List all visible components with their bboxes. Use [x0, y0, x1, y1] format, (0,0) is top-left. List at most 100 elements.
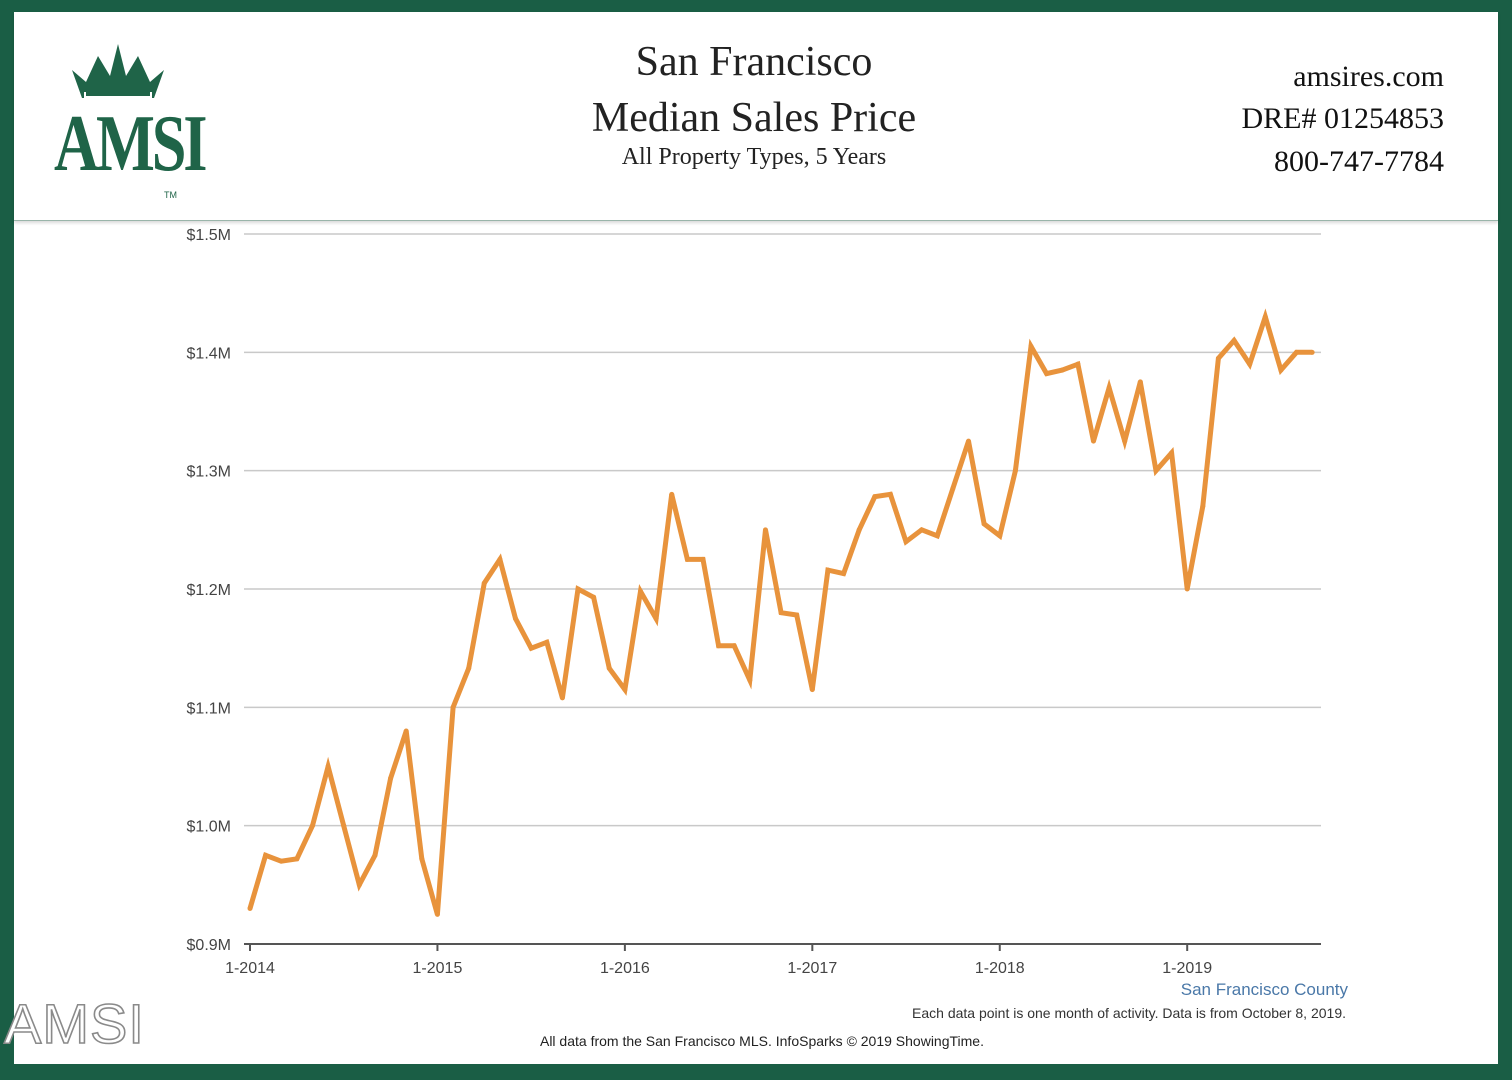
data-point[interactable] — [1215, 355, 1221, 361]
data-point[interactable] — [1153, 468, 1159, 474]
data-point[interactable] — [356, 882, 362, 888]
data-point[interactable] — [1059, 367, 1065, 373]
y-axis-ticks: $0.9M $1.0M $1.1M $1.2M $1.3M $1.4M $1.5M — [187, 227, 231, 954]
chart-card: AMSI TM San Francisco Median Sales Price… — [14, 12, 1498, 1064]
data-point[interactable] — [544, 639, 550, 645]
data-point[interactable] — [966, 438, 972, 444]
y-tick-label: $1.2M — [187, 582, 231, 599]
data-point[interactable] — [841, 571, 847, 577]
page-title-line1: San Francisco — [635, 39, 873, 85]
data-point[interactable] — [528, 645, 534, 651]
data-point[interactable] — [1028, 343, 1034, 349]
data-point[interactable] — [481, 580, 487, 586]
data-point[interactable] — [887, 491, 893, 497]
data-point[interactable] — [950, 485, 956, 491]
series-layer — [247, 308, 1315, 917]
data-point[interactable] — [247, 906, 253, 911]
data-point[interactable] — [684, 556, 690, 562]
data-point[interactable] — [1169, 450, 1175, 456]
data-point[interactable] — [466, 665, 472, 671]
data-point[interactable] — [591, 594, 597, 600]
x-tick-label: 1-2014 — [225, 960, 275, 977]
y-tick-label: $1.0M — [187, 819, 231, 836]
data-point[interactable] — [778, 610, 784, 616]
data-point[interactable] — [731, 643, 737, 649]
page-title-line2: Median Sales Price — [591, 95, 917, 141]
data-point[interactable] — [497, 556, 503, 562]
website-text: amsires.com — [1293, 60, 1444, 93]
data-point[interactable] — [263, 852, 269, 858]
y-tick-label: $1.5M — [187, 227, 231, 244]
crown-icon — [72, 44, 164, 98]
data-point[interactable] — [872, 494, 878, 500]
data-point[interactable] — [809, 687, 815, 693]
data-point[interactable] — [825, 567, 831, 573]
data-point[interactable] — [419, 856, 425, 862]
y-tick-label: $1.1M — [187, 700, 231, 717]
data-point[interactable] — [1184, 586, 1190, 592]
data-point[interactable] — [575, 586, 581, 592]
data-point[interactable] — [716, 643, 722, 649]
data-point[interactable] — [1044, 371, 1050, 377]
data-point[interactable] — [700, 556, 706, 562]
x-tick-label: 1-2019 — [1162, 960, 1212, 977]
footnote: Each data point is one month of activity… — [912, 1005, 1346, 1021]
legend-entry[interactable]: San Francisco County — [1181, 980, 1349, 999]
header-banner: AMSI TM San Francisco Median Sales Price… — [14, 12, 1498, 221]
data-point[interactable] — [325, 764, 331, 769]
data-point[interactable] — [513, 616, 519, 622]
data-point[interactable] — [1278, 367, 1284, 373]
data-point[interactable] — [1231, 338, 1237, 343]
data-point[interactable] — [794, 612, 800, 618]
data-point[interactable] — [294, 856, 300, 862]
data-point[interactable] — [1106, 385, 1112, 391]
data-point[interactable] — [1012, 468, 1018, 474]
dre-number: DRE# 01254853 — [1241, 102, 1445, 135]
data-point[interactable] — [388, 775, 394, 781]
data-point[interactable] — [559, 695, 565, 701]
x-tick-label: 1-2015 — [413, 960, 463, 977]
data-point[interactable] — [747, 677, 753, 683]
data-point[interactable] — [1247, 361, 1253, 367]
data-point[interactable] — [450, 704, 456, 710]
watermark: AMSI — [3, 992, 145, 1055]
data-point[interactable] — [856, 527, 862, 533]
data-point[interactable] — [341, 823, 347, 829]
data-point[interactable] — [997, 533, 1003, 539]
data-point[interactable] — [903, 539, 909, 545]
data-point[interactable] — [1122, 438, 1128, 444]
data-point[interactable] — [981, 521, 987, 527]
gridlines — [244, 233, 1321, 827]
series-line — [247, 308, 1313, 916]
data-point[interactable] — [1309, 349, 1315, 355]
data-point[interactable] — [278, 858, 284, 864]
source-note: All data from the San Francisco MLS. Inf… — [540, 1033, 984, 1049]
data-point[interactable] — [669, 491, 675, 497]
data-point[interactable] — [653, 616, 659, 622]
data-point[interactable] — [762, 527, 768, 533]
x-axis-ticks: 1-2014 1-2015 1-2016 1-2017 1-2018 1-2019 — [225, 944, 1212, 977]
y-tick-label: $1.3M — [187, 464, 231, 481]
data-point[interactable] — [1090, 438, 1096, 444]
data-point[interactable] — [403, 728, 409, 734]
page-subtitle: All Property Types, 5 Years — [621, 144, 887, 170]
data-point[interactable] — [1137, 379, 1143, 385]
data-point[interactable] — [1262, 314, 1268, 320]
data-point[interactable] — [934, 533, 940, 539]
x-tick-label: 1-2017 — [787, 960, 837, 977]
data-point[interactable] — [638, 588, 643, 594]
data-point[interactable] — [919, 527, 925, 533]
x-tick-label: 1-2016 — [600, 960, 650, 977]
data-point[interactable] — [606, 665, 612, 671]
data-point[interactable] — [1200, 503, 1206, 509]
data-point[interactable] — [622, 687, 628, 693]
data-point[interactable] — [372, 852, 378, 858]
data-point[interactable] — [309, 823, 315, 829]
data-point[interactable] — [434, 911, 440, 917]
data-point[interactable] — [1294, 349, 1300, 355]
amsi-logo: AMSI TM — [54, 42, 208, 202]
data-point[interactable] — [1075, 361, 1081, 367]
logo-text: AMSI — [54, 100, 208, 188]
y-tick-label: $1.4M — [187, 345, 231, 362]
